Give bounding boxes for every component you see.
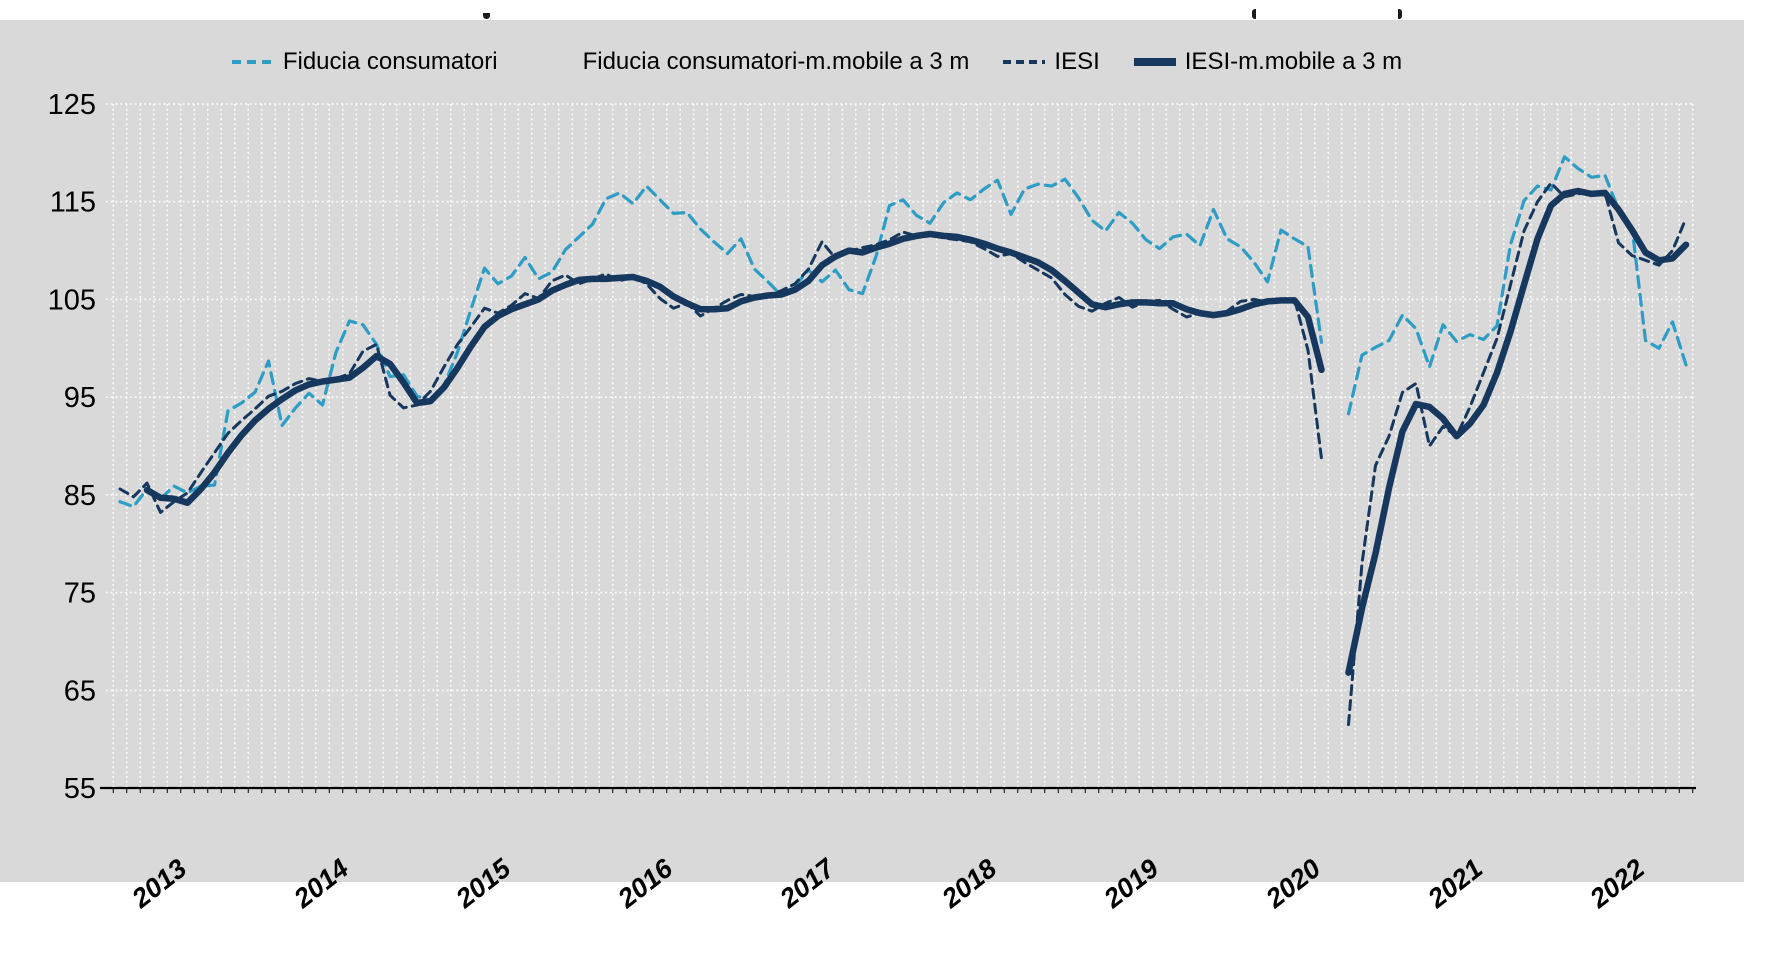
legend-label: Fiducia consumatori-m.mobile a 3 m: [582, 48, 970, 75]
x-axis-year-label: 2017: [774, 852, 842, 914]
x-axis-year-label: 2015: [450, 852, 517, 914]
x-axis-year-label: 2018: [936, 853, 1003, 914]
cropped-title-fragment: [483, 13, 490, 19]
legend-item-fiducia: Fiducia consumatori: [231, 48, 498, 76]
y-axis-tick-label: 75: [64, 578, 96, 610]
x-axis-year-label: 2022: [1584, 853, 1651, 914]
legend-item-iesi: IESI: [1003, 48, 1100, 76]
legend-label: IESI-m.mobile a 3 m: [1184, 48, 1403, 75]
series-line-iesi-m-mobile-a-3-m: [143, 187, 1690, 676]
series-line-iesi: [118, 181, 1688, 726]
chart-legend: Fiducia consumatori Fiducia consumatori-…: [0, 48, 1689, 76]
x-axis-year-label: 2013: [126, 853, 193, 914]
x-axis-year-label: 2016: [612, 852, 679, 914]
invisible-line-sample: [532, 58, 574, 66]
dashed-line-sample-cyan: [231, 60, 274, 64]
y-axis-tick-label: 55: [64, 773, 96, 805]
legend-label: IESI: [1054, 48, 1100, 75]
y-axis-tick-label: 65: [64, 675, 96, 707]
thick-line-sample-navy: [1133, 58, 1176, 66]
chart-panel: [0, 20, 1744, 882]
legend-item-fiducia-mm3: Fiducia consumatori-m.mobile a 3 m: [532, 48, 970, 76]
x-axis-year-label: 2014: [288, 853, 355, 914]
legend-label: Fiducia consumatori: [282, 48, 498, 75]
dashed-line-sample-navy: [1003, 60, 1046, 64]
x-axis-year-label: 2020: [1260, 853, 1327, 914]
y-axis-tick-label: 95: [64, 382, 96, 414]
cropped-title-fragment: [1252, 9, 1256, 19]
series-line-fiducia-consumatori: [118, 155, 1688, 509]
legend-item-iesi-mm3: IESI-m.mobile a 3 m: [1133, 48, 1403, 76]
x-axis-year-label: 2019: [1098, 853, 1165, 914]
y-axis-tick-label: 85: [64, 480, 96, 512]
y-axis-tick-label: 125: [48, 89, 96, 121]
y-axis-tick-label: 105: [48, 284, 96, 316]
cropped-title-fragment: [1398, 9, 1402, 19]
x-axis-year-label: 2021: [1422, 853, 1489, 914]
y-axis-tick-label: 115: [50, 187, 96, 219]
